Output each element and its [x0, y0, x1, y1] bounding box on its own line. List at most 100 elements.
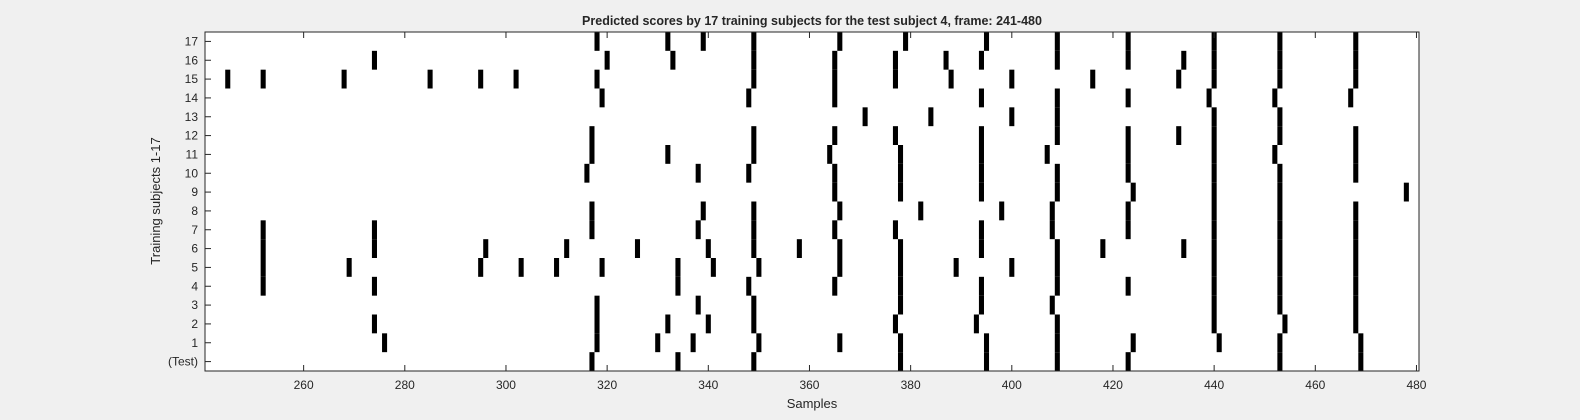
score-mark: [1211, 145, 1217, 164]
score-mark: [928, 107, 934, 127]
score-mark: [675, 352, 681, 371]
score-mark: [371, 220, 377, 240]
y-tick-label: 10: [185, 166, 199, 180]
score-mark: [690, 333, 696, 353]
score-mark: [1054, 276, 1060, 296]
score-mark: [594, 333, 600, 353]
score-mark: [1353, 50, 1359, 70]
score-mark: [983, 352, 990, 371]
y-tick-label: 13: [185, 110, 199, 124]
score-mark: [1277, 333, 1283, 353]
score-mark: [1353, 32, 1359, 51]
score-mark: [1125, 201, 1131, 221]
score-mark: [1403, 182, 1409, 202]
score-mark: [978, 220, 984, 240]
score-mark: [1277, 201, 1283, 221]
score-mark: [695, 220, 701, 240]
score-mark: [1054, 239, 1060, 258]
score-mark: [427, 69, 433, 89]
score-mark: [978, 50, 984, 70]
score-mark: [1211, 50, 1217, 70]
score-mark: [862, 107, 868, 127]
x-tick-label: 480: [1406, 378, 1426, 392]
score-mark: [1353, 201, 1359, 221]
score-mark: [978, 126, 984, 145]
score-mark: [1211, 126, 1217, 145]
score-mark: [371, 276, 377, 296]
score-mark: [1277, 258, 1283, 277]
score-mark: [1049, 201, 1055, 221]
score-mark: [837, 32, 843, 51]
score-mark: [695, 163, 701, 183]
score-mark: [1211, 107, 1217, 127]
score-mark: [594, 295, 600, 315]
score-mark: [341, 69, 347, 89]
score-mark: [225, 69, 231, 89]
score-mark: [589, 220, 595, 240]
score-mark: [837, 201, 843, 221]
score-mark: [1216, 333, 1222, 353]
score-mark: [589, 126, 595, 145]
y-tick-label: 7: [191, 223, 198, 237]
score-mark: [897, 163, 904, 183]
score-mark: [892, 220, 898, 240]
y-tick-label: 9: [191, 185, 198, 199]
score-mark: [1277, 352, 1283, 371]
score-mark: [589, 201, 595, 221]
score-mark: [1054, 126, 1060, 145]
score-mark: [1277, 32, 1283, 51]
score-mark: [589, 352, 595, 371]
score-mark: [665, 32, 671, 51]
score-mark: [483, 239, 489, 258]
score-mark: [746, 276, 752, 296]
score-mark: [978, 295, 984, 315]
score-mark: [1353, 126, 1359, 145]
score-mark: [1353, 314, 1359, 334]
score-mark: [978, 88, 984, 108]
x-tick-label: 320: [597, 378, 617, 392]
score-mark: [832, 276, 838, 296]
score-mark: [346, 258, 352, 277]
score-mark: [554, 258, 560, 277]
score-mark: [1211, 258, 1217, 277]
score-mark: [695, 295, 701, 315]
score-mark: [751, 69, 757, 89]
score-mark: [1211, 32, 1217, 51]
y-tick-label: 3: [191, 298, 198, 312]
score-mark: [751, 239, 757, 258]
score-mark: [832, 88, 838, 108]
score-mark: [832, 50, 838, 70]
score-mark: [832, 182, 838, 202]
score-mark: [513, 69, 519, 89]
data-marks: [225, 32, 1409, 371]
score-mark: [1009, 258, 1015, 277]
score-mark: [978, 163, 984, 183]
score-mark: [1353, 239, 1359, 258]
score-mark: [1090, 69, 1096, 89]
x-tick-label: 360: [799, 378, 819, 392]
score-mark: [953, 258, 959, 277]
x-tick-label: 380: [901, 378, 921, 392]
score-mark: [371, 314, 377, 334]
score-mark: [948, 69, 954, 89]
score-mark: [897, 258, 904, 277]
score-mark: [1100, 239, 1106, 258]
score-mark: [670, 50, 676, 70]
score-mark: [1211, 295, 1217, 315]
score-mark: [1009, 107, 1015, 127]
score-mark: [599, 258, 605, 277]
score-mark: [837, 333, 843, 353]
score-mark: [1277, 295, 1283, 315]
x-tick-label: 400: [1002, 378, 1022, 392]
score-mark: [584, 163, 590, 183]
score-mark: [478, 69, 484, 89]
score-mark: [1211, 201, 1217, 221]
score-mark: [751, 352, 757, 371]
score-mark: [260, 220, 266, 240]
score-mark: [1282, 314, 1288, 334]
score-mark: [675, 258, 681, 277]
score-mark: [1125, 50, 1131, 70]
score-mark: [1054, 352, 1060, 371]
score-mark: [705, 314, 711, 334]
score-mark: [1125, 220, 1131, 240]
